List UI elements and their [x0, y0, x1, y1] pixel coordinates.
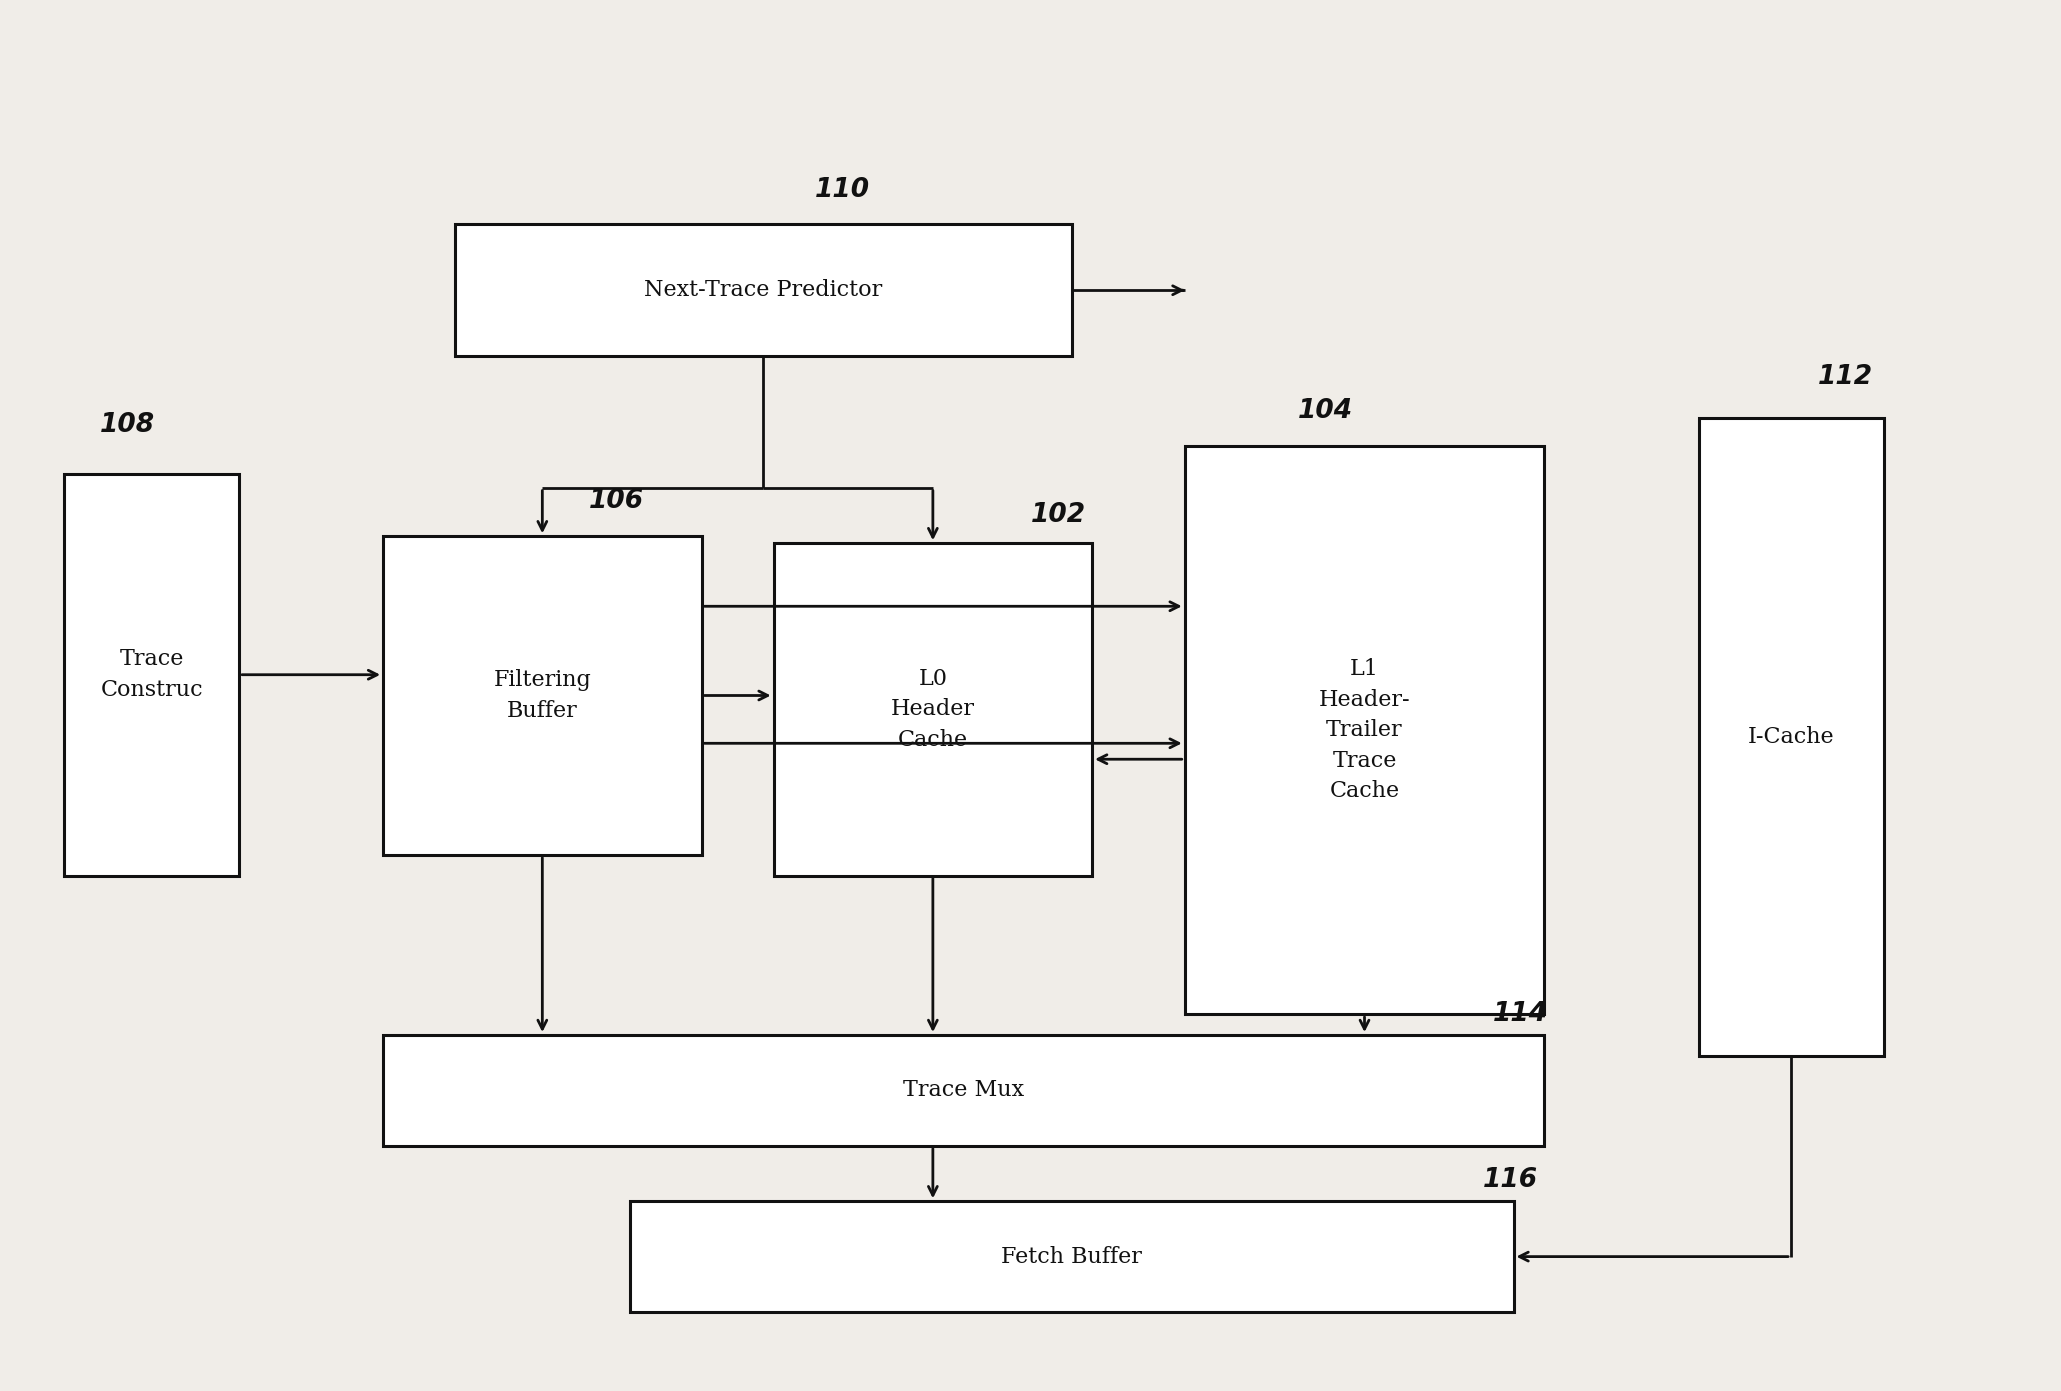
Text: 110: 110 [814, 177, 870, 203]
Text: 104: 104 [1298, 398, 1352, 424]
Text: L1
Header-
Trailer
Trace
Cache: L1 Header- Trailer Trace Cache [1319, 658, 1410, 803]
Text: I-Cache: I-Cache [1748, 726, 1834, 748]
Text: 102: 102 [1030, 502, 1086, 529]
Bar [1185, 447, 1544, 1014]
Text: 116: 116 [1482, 1167, 1538, 1193]
Text: Trace Mux: Trace Mux [903, 1079, 1024, 1102]
Text: 114: 114 [1492, 1002, 1548, 1027]
Bar [455, 224, 1072, 356]
Text: Next-Trace Predictor: Next-Trace Predictor [645, 280, 882, 302]
Bar [631, 1202, 1513, 1312]
Bar [773, 542, 1092, 875]
Text: L0
Header
Cache: L0 Header Cache [890, 668, 975, 751]
Bar [1698, 419, 1884, 1056]
Text: 108: 108 [99, 412, 155, 438]
Text: Filtering
Buffer: Filtering Buffer [493, 669, 592, 722]
Text: 106: 106 [589, 488, 643, 515]
Text: Trace
Construc: Trace Construc [101, 648, 204, 701]
Bar [64, 474, 239, 875]
Text: 112: 112 [1818, 364, 1873, 389]
Bar [383, 536, 701, 855]
Text: Fetch Buffer: Fetch Buffer [1002, 1245, 1142, 1267]
Bar [383, 1035, 1544, 1146]
